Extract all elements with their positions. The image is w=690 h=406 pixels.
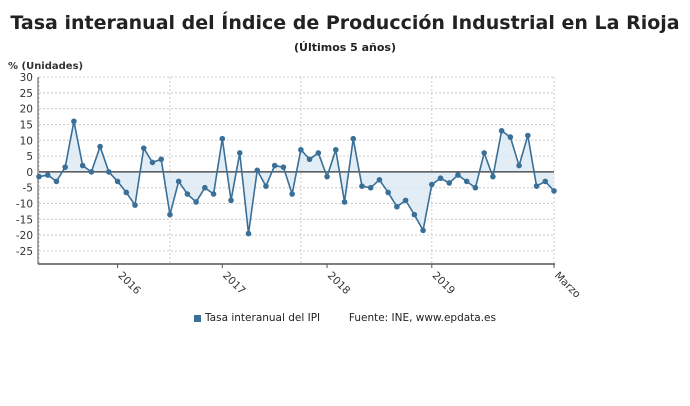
data-point	[367, 184, 374, 191]
data-point	[53, 178, 60, 185]
y-axis-label: % (Unidades)	[8, 61, 83, 72]
y-tick-label: -25	[16, 246, 33, 258]
data-point	[175, 178, 182, 185]
y-tick-label: 0	[26, 167, 33, 179]
y-tick-label: 15	[20, 119, 33, 131]
area-fill	[39, 121, 554, 234]
data-point	[149, 159, 156, 166]
x-tick-label: 2017	[220, 270, 247, 297]
data-point	[44, 172, 51, 178]
legend-swatch	[194, 314, 201, 322]
source-label: Fuente: INE, www.epdata.es	[348, 312, 496, 324]
x-tick-label: 2019	[430, 270, 457, 297]
data-point	[437, 175, 444, 182]
data-point	[376, 177, 383, 183]
data-point	[490, 173, 496, 180]
data-point	[254, 167, 261, 174]
data-point	[79, 162, 86, 169]
legend-series-label: Tasa interanual del IPI	[205, 312, 321, 324]
data-point	[551, 188, 557, 194]
data-point	[411, 211, 418, 218]
chart-subtitle: (Últimos 5 años)	[293, 41, 397, 54]
data-point	[359, 183, 365, 189]
data-point	[62, 164, 68, 170]
data-point	[36, 173, 42, 180]
data-point	[332, 146, 339, 153]
data-point	[202, 184, 208, 191]
x-tick-label: 2016	[115, 270, 143, 298]
data-point	[167, 211, 173, 218]
data-point	[263, 183, 269, 189]
data-point	[132, 202, 138, 208]
data-point	[525, 132, 531, 139]
y-tick-label: 25	[20, 88, 33, 100]
data-point	[271, 162, 278, 169]
data-point	[498, 127, 505, 134]
data-point	[236, 150, 243, 156]
data-point	[533, 183, 540, 189]
y-tick-label: 10	[20, 135, 33, 147]
data-point	[341, 199, 348, 205]
data-point	[385, 189, 391, 196]
data-point	[481, 150, 487, 156]
data-point	[394, 203, 400, 210]
data-point	[350, 135, 357, 142]
data-point	[298, 146, 304, 153]
data-point	[402, 197, 409, 204]
data-point	[463, 178, 470, 185]
data-point	[455, 172, 461, 178]
data-point	[516, 162, 522, 169]
data-point	[71, 118, 77, 125]
data-point	[114, 178, 121, 185]
y-tick-label: 30	[20, 72, 33, 84]
data-point	[184, 191, 191, 197]
data-point	[219, 135, 226, 142]
legend: Tasa interanual del IPI Fuente: INE, www…	[0, 312, 690, 324]
data-point	[140, 145, 147, 151]
data-point	[542, 178, 549, 185]
y-tick-label: 5	[26, 151, 33, 163]
data-point	[306, 156, 313, 163]
data-point	[97, 143, 103, 150]
y-tick-label: -15	[16, 214, 33, 226]
data-point	[420, 227, 426, 234]
y-tick-label: 20	[20, 104, 33, 116]
data-point	[324, 173, 330, 180]
data-point	[88, 169, 95, 175]
y-tick-label: -5	[23, 183, 33, 195]
data-point	[123, 189, 130, 196]
y-tick-label: -20	[16, 230, 33, 242]
data-point	[472, 184, 479, 191]
data-point	[245, 230, 252, 237]
data-point	[210, 191, 217, 197]
data-point	[507, 134, 514, 140]
chart-title: Tasa interanual del Índice de Producción…	[10, 12, 680, 34]
data-point	[315, 150, 322, 156]
data-point	[289, 191, 295, 197]
data-point	[446, 180, 453, 186]
y-tick-label: -10	[16, 199, 33, 211]
data-point	[106, 169, 112, 175]
x-tick-label: 2018	[325, 270, 352, 297]
data-point	[228, 197, 234, 204]
data-point	[158, 156, 165, 163]
data-point	[428, 181, 435, 188]
data-point	[193, 199, 199, 205]
data-point	[280, 164, 287, 170]
x-tick-label: Marzo	[552, 270, 583, 301]
